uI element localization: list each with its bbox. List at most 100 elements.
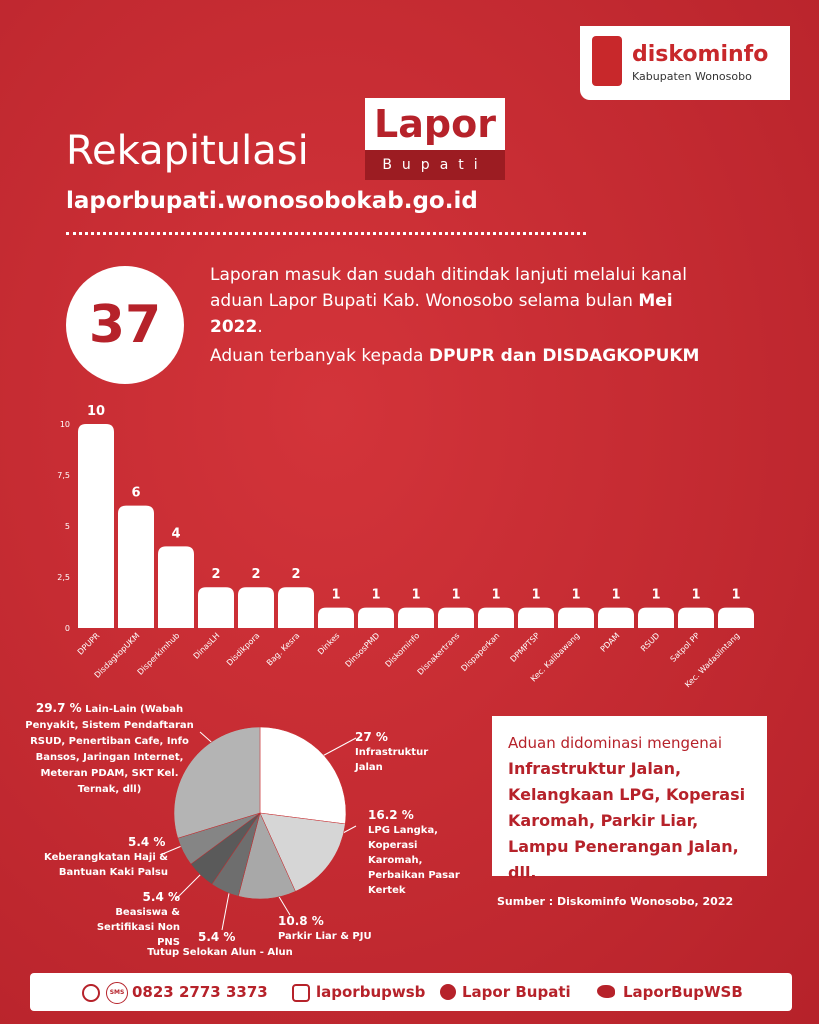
url: laporbupati.wonosobokab.go.id (66, 188, 478, 214)
value-label: 1 (371, 588, 380, 603)
pie-slice (259, 726, 347, 825)
pie-value: 16.2 % (368, 808, 414, 822)
pie-value: 29.7 % (35, 701, 82, 715)
count: 37 (66, 266, 184, 384)
x-tick-label: Dispaperkan (459, 631, 501, 673)
value-label: 1 (651, 588, 660, 603)
x-tick-label: DPMPTSP (509, 631, 542, 664)
summary-line: Laporan masuk dan sudah ditindak lanjuti… (210, 265, 687, 311)
value-label: 2 (211, 567, 220, 582)
bar (558, 607, 594, 628)
x-tick-label: Bag. Kesra (265, 631, 302, 668)
pie-slice (173, 726, 261, 839)
pie-label: 27 % Infrastruktur Jalan (355, 730, 455, 775)
summary-line2: Aduan terbanyak kepada DPUPR dan DISDAGK… (210, 346, 699, 366)
x-tick-label: RSUD (639, 631, 661, 653)
bar (358, 607, 394, 628)
pie-name: Infrastruktur Jalan (355, 747, 429, 773)
leader (277, 894, 291, 916)
note-box: Aduan didominasi mengenai Infrastruktur … (492, 716, 767, 882)
bar (118, 505, 154, 628)
value-label: 10 (87, 404, 105, 419)
x-tick-label: Disnakertrans (416, 631, 462, 677)
twitter: LaporBupWSB (623, 983, 743, 1001)
value-label: 1 (331, 588, 340, 603)
divider (66, 232, 586, 235)
source: Sumber : Diskominfo Wonosobo, 2022 (497, 895, 734, 908)
sms-icon: SMS (106, 982, 128, 1004)
pie-value: 5.4 % (128, 835, 166, 849)
bar (438, 607, 474, 628)
facebook: Lapor Bupati (462, 983, 571, 1001)
logo-box: diskominfo Kabupaten Wonosobo (580, 26, 790, 100)
pie-label: 5.4 % Keberangkatan Haji & Bantuan Kaki P… (38, 835, 168, 880)
fb-icon (440, 984, 456, 1000)
pie-slice (259, 812, 346, 892)
pie-name: Beasiswa & Sertifikasi Non PNS (96, 907, 180, 948)
pie-label: 10.8 % Parkir Liar & PJU (278, 914, 398, 944)
pie-name: Lain-Lain (Wabah Penyakit, Sistem Pendaf… (25, 704, 194, 795)
x-tick-label: Disperkimhub (136, 631, 182, 677)
ig-icon (292, 984, 310, 1002)
leader (159, 844, 185, 856)
bar (478, 607, 514, 628)
emblem (592, 36, 622, 86)
summary-bold: DPUPR dan DISDAGKOPUKM (428, 346, 700, 366)
footer: SMS 0823 2773 3373 laporbupwsb Lapor Bup… (30, 973, 792, 1011)
x-tick-label: Diskominfo (384, 631, 422, 669)
pie-value: 10.8 % (278, 914, 324, 928)
value-label: 1 (411, 588, 420, 603)
bar (238, 587, 274, 628)
bar (78, 424, 114, 628)
pie-name: LPG Langka, Koperasi Karomah, Perbaikan … (368, 825, 460, 896)
bar (718, 607, 754, 628)
value-label: 1 (451, 588, 460, 603)
value-label: 1 (531, 588, 540, 603)
badge: Lapor (365, 98, 505, 150)
y-tick-label: 10 (60, 420, 70, 429)
summary-text: Laporan masuk dan sudah ditindak lanjuti… (210, 262, 690, 340)
summary-bold: Mei 2022 (210, 291, 673, 337)
wa-icon (82, 984, 100, 1002)
x-tick-label: Disdikpora (225, 631, 262, 668)
y-tick-label: 0 (65, 624, 70, 633)
value-label: 2 (251, 567, 260, 582)
value-label: 2 (291, 567, 300, 582)
pie-value: 5.4 % (142, 890, 180, 904)
leader (174, 869, 206, 901)
title: Rekapitulasi (66, 128, 309, 174)
pie-label: 16.2 % LPG Langka, Koperasi Karomah, Perb… (368, 808, 473, 898)
leader (221, 887, 231, 931)
logo-name: diskominfo (632, 42, 769, 67)
pie-name: Parkir Liar & PJU (278, 931, 372, 942)
summary-end: . (257, 317, 263, 337)
value-label: 4 (171, 526, 180, 541)
x-tick-label: DinsosPMD (344, 631, 382, 669)
pie-name: Tutup Selokan Alun - Alun (147, 947, 293, 958)
summary-line: Aduan terbanyak kepada (210, 346, 429, 366)
bar (198, 587, 234, 628)
y-tick-label: 7,5 (57, 471, 70, 480)
bar (398, 607, 434, 628)
x-tick-label: PDAM (599, 631, 622, 654)
value-label: 1 (611, 588, 620, 603)
x-tick-label: Dinkes (316, 631, 341, 656)
badge-sub: Bupati (365, 150, 505, 180)
bar (518, 607, 554, 628)
pie-label: 5.4 % Tutup Selokan Alun - Alun (140, 930, 300, 960)
bar (318, 607, 354, 628)
note-highlight: Infrastruktur Jalan, Kelangkaan LPG, Kop… (508, 759, 746, 882)
value-label: 1 (691, 588, 700, 603)
value-label: 1 (731, 588, 740, 603)
logo-subtitle: Kabupaten Wonosobo (632, 70, 752, 83)
pie-value: 27 % (355, 730, 388, 744)
note-intro: Aduan didominasi mengenai (508, 734, 723, 752)
phone: 0823 2773 3373 (132, 983, 268, 1001)
value-label: 1 (571, 588, 580, 603)
x-tick-label: DPUPR (76, 631, 102, 657)
y-tick-label: 2,5 (57, 573, 70, 582)
instagram: laporbupwsb (316, 983, 426, 1001)
bar (598, 607, 634, 628)
